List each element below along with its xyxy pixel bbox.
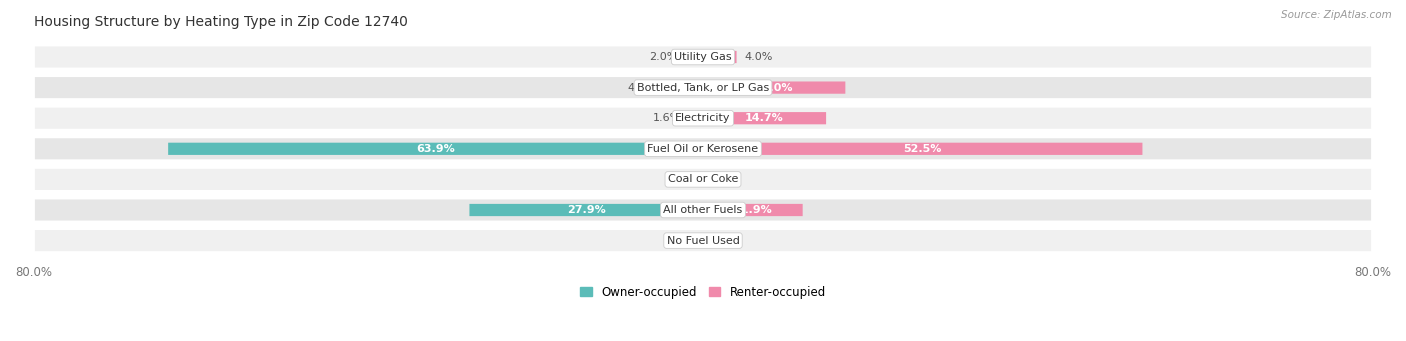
Text: Utility Gas: Utility Gas bbox=[675, 52, 731, 62]
Text: 4.0%: 4.0% bbox=[745, 52, 773, 62]
FancyBboxPatch shape bbox=[686, 51, 703, 63]
Text: 11.9%: 11.9% bbox=[734, 205, 772, 215]
FancyBboxPatch shape bbox=[169, 143, 703, 155]
FancyBboxPatch shape bbox=[703, 143, 1143, 155]
Text: All other Fuels: All other Fuels bbox=[664, 205, 742, 215]
FancyBboxPatch shape bbox=[703, 81, 845, 94]
FancyBboxPatch shape bbox=[34, 76, 1372, 100]
Text: 0.0%: 0.0% bbox=[666, 236, 695, 246]
Text: 63.9%: 63.9% bbox=[416, 144, 456, 154]
FancyBboxPatch shape bbox=[34, 167, 1372, 191]
Text: Bottled, Tank, or LP Gas: Bottled, Tank, or LP Gas bbox=[637, 83, 769, 93]
FancyBboxPatch shape bbox=[470, 204, 703, 216]
Text: No Fuel Used: No Fuel Used bbox=[666, 236, 740, 246]
Text: Housing Structure by Heating Type in Zip Code 12740: Housing Structure by Heating Type in Zip… bbox=[34, 15, 408, 29]
Text: 27.9%: 27.9% bbox=[567, 205, 606, 215]
Text: 1.6%: 1.6% bbox=[652, 113, 682, 123]
Text: 2.0%: 2.0% bbox=[650, 52, 678, 62]
FancyBboxPatch shape bbox=[34, 229, 1372, 253]
Text: 0.0%: 0.0% bbox=[711, 174, 740, 184]
Text: 0.0%: 0.0% bbox=[711, 236, 740, 246]
Text: Electricity: Electricity bbox=[675, 113, 731, 123]
FancyBboxPatch shape bbox=[34, 137, 1372, 161]
FancyBboxPatch shape bbox=[34, 45, 1372, 69]
Text: Coal or Coke: Coal or Coke bbox=[668, 174, 738, 184]
FancyBboxPatch shape bbox=[703, 204, 803, 216]
Text: Fuel Oil or Kerosene: Fuel Oil or Kerosene bbox=[647, 144, 759, 154]
Text: 0.0%: 0.0% bbox=[666, 174, 695, 184]
FancyBboxPatch shape bbox=[34, 106, 1372, 130]
FancyBboxPatch shape bbox=[703, 51, 737, 63]
Text: Source: ZipAtlas.com: Source: ZipAtlas.com bbox=[1281, 10, 1392, 20]
Text: 4.6%: 4.6% bbox=[627, 83, 657, 93]
FancyBboxPatch shape bbox=[689, 112, 703, 124]
Text: 14.7%: 14.7% bbox=[745, 113, 785, 123]
FancyBboxPatch shape bbox=[703, 112, 827, 124]
FancyBboxPatch shape bbox=[34, 198, 1372, 222]
Text: 52.5%: 52.5% bbox=[904, 144, 942, 154]
Legend: Owner-occupied, Renter-occupied: Owner-occupied, Renter-occupied bbox=[575, 281, 831, 304]
Text: 17.0%: 17.0% bbox=[755, 83, 793, 93]
FancyBboxPatch shape bbox=[665, 81, 703, 94]
